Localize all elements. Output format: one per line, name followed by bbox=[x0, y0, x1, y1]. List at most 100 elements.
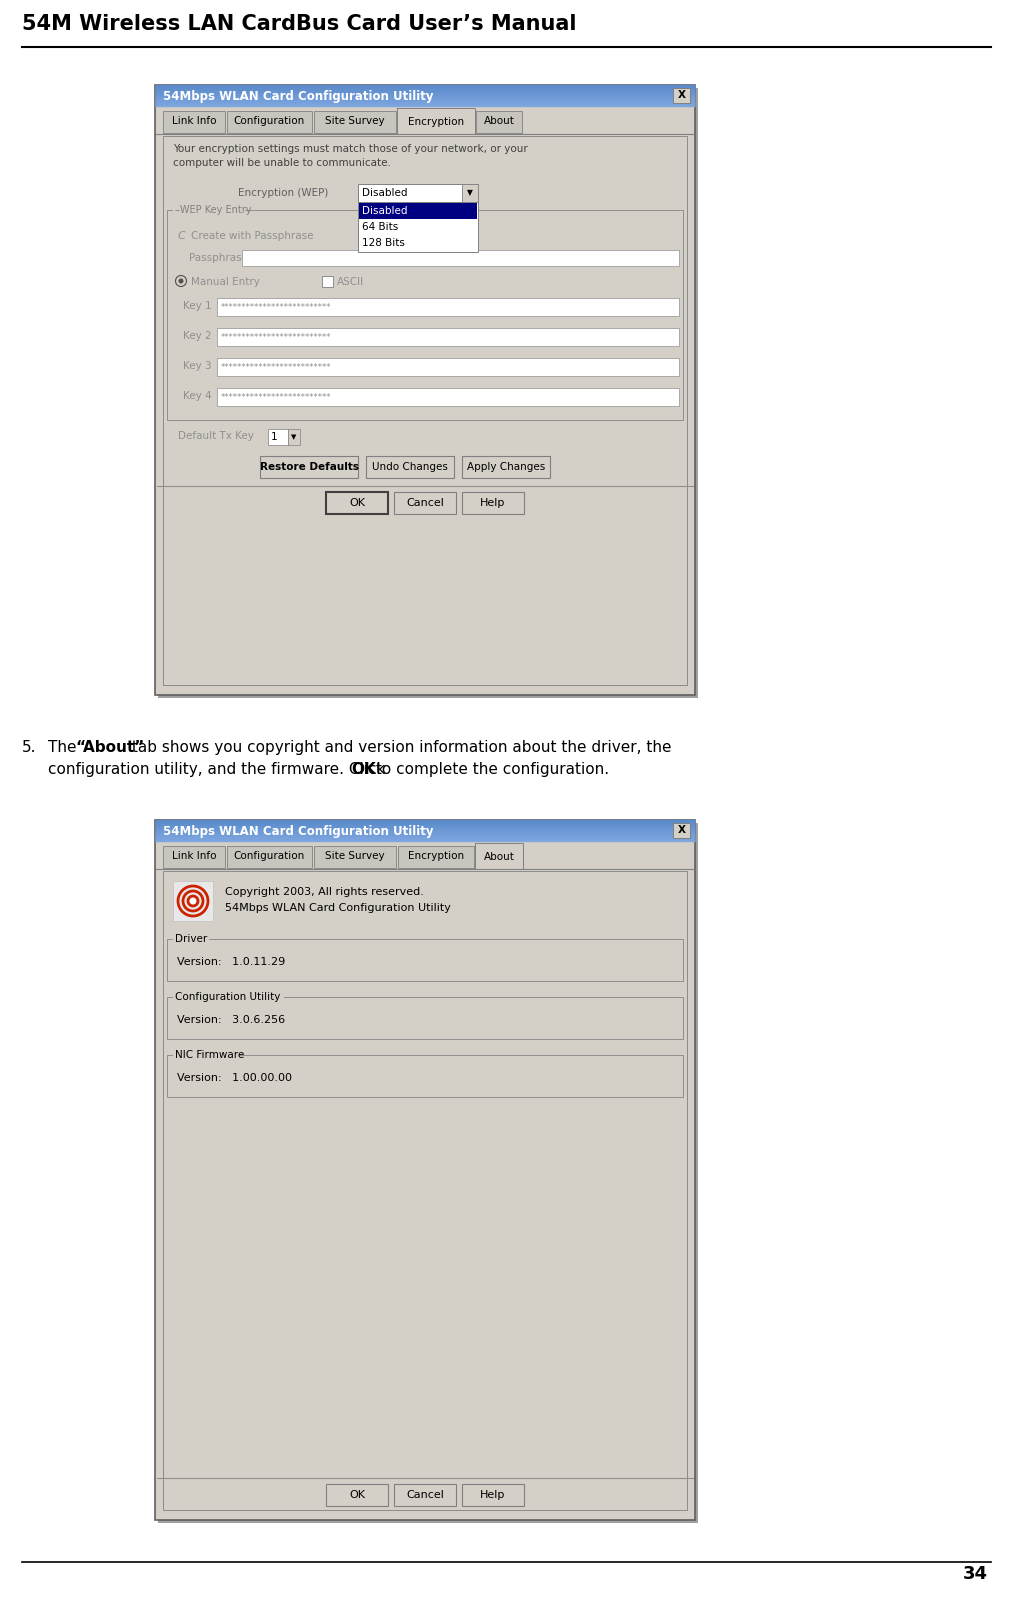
Bar bbox=[260, 456, 358, 479]
Text: 34: 34 bbox=[963, 1566, 988, 1583]
Bar bbox=[167, 997, 683, 1039]
Bar bbox=[167, 940, 683, 981]
Bar bbox=[314, 110, 396, 133]
Text: configuration utility, and the firmware. Click: configuration utility, and the firmware.… bbox=[48, 762, 390, 776]
Circle shape bbox=[175, 275, 186, 287]
Bar bbox=[398, 845, 474, 868]
Bar bbox=[167, 210, 683, 419]
Bar bbox=[268, 429, 288, 445]
Text: Cancel: Cancel bbox=[406, 1491, 444, 1500]
Bar bbox=[366, 456, 454, 479]
Text: Disabled: Disabled bbox=[362, 187, 407, 199]
Text: Disabled: Disabled bbox=[362, 207, 407, 216]
Text: Default Tx Key: Default Tx Key bbox=[178, 431, 254, 440]
Text: X: X bbox=[678, 825, 686, 836]
Text: Encryption (WEP): Encryption (WEP) bbox=[238, 187, 328, 199]
Text: Help: Help bbox=[480, 1491, 505, 1500]
Text: ▼: ▼ bbox=[467, 189, 473, 197]
Text: 54Mbps WLAN Card Configuration Utility: 54Mbps WLAN Card Configuration Utility bbox=[225, 903, 451, 913]
Bar bbox=[155, 85, 695, 695]
Bar bbox=[158, 88, 698, 698]
Bar bbox=[163, 845, 225, 868]
Bar bbox=[462, 184, 478, 202]
Text: Configuration: Configuration bbox=[234, 852, 305, 861]
Text: 5.: 5. bbox=[22, 740, 36, 756]
Text: Copyright 2003, All rights reserved.: Copyright 2003, All rights reserved. bbox=[225, 887, 423, 897]
Text: Passphrase: Passphrase bbox=[189, 253, 248, 263]
Bar bbox=[288, 429, 300, 445]
Text: 1: 1 bbox=[271, 432, 278, 442]
Text: **************************: ************************** bbox=[221, 303, 331, 312]
Text: ▼: ▼ bbox=[292, 434, 297, 440]
Text: Version:   3.0.6.256: Version: 3.0.6.256 bbox=[177, 1015, 285, 1025]
Text: Link Info: Link Info bbox=[172, 852, 216, 861]
Bar bbox=[173, 933, 209, 945]
Bar bbox=[322, 275, 333, 287]
Text: Version:   1.00.00.00: Version: 1.00.00.00 bbox=[177, 1073, 292, 1082]
Bar bbox=[227, 845, 312, 868]
Bar bbox=[163, 136, 687, 685]
Bar bbox=[217, 359, 679, 376]
Text: 64 Bits: 64 Bits bbox=[362, 223, 398, 232]
Text: The: The bbox=[48, 740, 81, 756]
Bar bbox=[227, 110, 312, 133]
Text: Restore Defaults: Restore Defaults bbox=[259, 463, 359, 472]
Text: Version:   1.0.11.29: Version: 1.0.11.29 bbox=[177, 957, 286, 967]
Bar bbox=[394, 492, 456, 514]
Bar bbox=[394, 1484, 456, 1507]
Text: Driver: Driver bbox=[175, 933, 208, 945]
Text: 54Mbps WLAN Card Configuration Utility: 54Mbps WLAN Card Configuration Utility bbox=[163, 825, 434, 837]
Bar bbox=[173, 991, 284, 1002]
Text: NIC Firmware: NIC Firmware bbox=[175, 1050, 244, 1060]
Text: Manual Entry: Manual Entry bbox=[191, 277, 260, 287]
Text: Your encryption settings must match those of your network, or your: Your encryption settings must match thos… bbox=[173, 144, 528, 154]
Text: 54Mbps WLAN Card Configuration Utility: 54Mbps WLAN Card Configuration Utility bbox=[163, 90, 434, 102]
Bar bbox=[173, 203, 245, 216]
Text: –WEP Key Entry: –WEP Key Entry bbox=[175, 205, 251, 215]
Text: **************************: ************************** bbox=[221, 333, 331, 341]
Bar bbox=[163, 871, 687, 1510]
Bar bbox=[173, 881, 213, 921]
Bar bbox=[167, 1055, 683, 1097]
Bar bbox=[397, 107, 475, 134]
Bar bbox=[359, 203, 477, 219]
Bar bbox=[326, 492, 388, 514]
Text: “About”: “About” bbox=[75, 740, 144, 756]
Text: Undo Changes: Undo Changes bbox=[372, 463, 448, 472]
Bar bbox=[155, 820, 695, 1519]
Text: X: X bbox=[678, 90, 686, 99]
Bar bbox=[462, 456, 550, 479]
Bar bbox=[163, 110, 225, 133]
Text: Link Info: Link Info bbox=[172, 115, 216, 126]
Bar bbox=[462, 1484, 524, 1507]
Bar bbox=[217, 387, 679, 407]
Text: Apply Changes: Apply Changes bbox=[467, 463, 545, 472]
Text: C: C bbox=[177, 231, 185, 242]
Text: computer will be unable to communicate.: computer will be unable to communicate. bbox=[173, 158, 391, 168]
Text: Encryption: Encryption bbox=[408, 852, 464, 861]
Text: **************************: ************************** bbox=[221, 392, 331, 402]
Bar bbox=[242, 250, 679, 266]
Text: Site Survey: Site Survey bbox=[325, 115, 385, 126]
Text: Configuration: Configuration bbox=[234, 115, 305, 126]
Circle shape bbox=[190, 898, 196, 905]
Text: Cancel: Cancel bbox=[406, 498, 444, 508]
Text: OK: OK bbox=[350, 762, 376, 776]
Text: 128 Bits: 128 Bits bbox=[362, 239, 405, 248]
Text: Key 4: Key 4 bbox=[183, 391, 212, 400]
Text: Key 1: Key 1 bbox=[183, 301, 212, 311]
Text: ASCII: ASCII bbox=[337, 277, 364, 287]
Text: tab shows you copyright and version information about the driver, the: tab shows you copyright and version info… bbox=[127, 740, 672, 756]
Circle shape bbox=[178, 279, 183, 283]
Text: Configuration Utility: Configuration Utility bbox=[175, 993, 281, 1002]
Text: Create with Passphrase: Create with Passphrase bbox=[191, 231, 313, 242]
Bar bbox=[358, 202, 478, 251]
Bar bbox=[217, 328, 679, 346]
Text: Site Survey: Site Survey bbox=[325, 852, 385, 861]
Text: Encryption: Encryption bbox=[408, 117, 464, 126]
Text: to complete the configuration.: to complete the configuration. bbox=[371, 762, 609, 776]
Text: About: About bbox=[483, 852, 515, 861]
Bar bbox=[173, 1049, 239, 1061]
Text: Help: Help bbox=[480, 498, 505, 508]
Text: About: About bbox=[483, 115, 515, 126]
